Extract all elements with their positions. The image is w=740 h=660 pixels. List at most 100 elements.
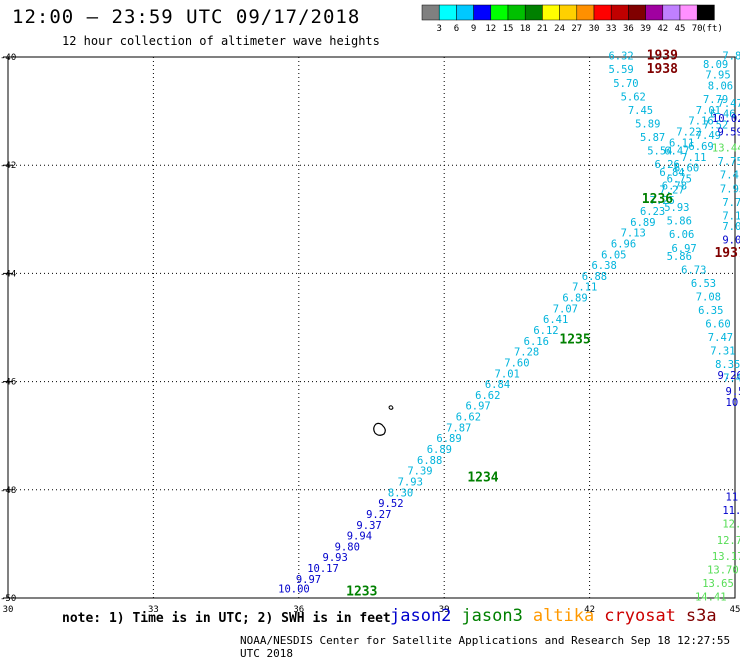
swh-value: 6.97	[671, 243, 696, 255]
swh-value: 7.01	[696, 105, 721, 117]
swh-value: 7.4	[723, 373, 740, 385]
swh-value: 7.93	[720, 183, 740, 195]
swh-value: 6.23	[640, 206, 665, 218]
color-scale-label: 9	[471, 24, 476, 34]
swh-value: 7.39	[407, 466, 432, 478]
color-swatch	[610, 4, 629, 21]
color-swatch	[507, 4, 526, 21]
color-swatch	[645, 4, 664, 21]
page-title: 12:00 – 23:59 UTC 09/17/2018	[12, 6, 361, 28]
x-tick-label: 42	[584, 605, 595, 615]
swh-value: 5.86	[667, 251, 692, 263]
swh-value: 9.02	[722, 235, 740, 247]
swh-value: 8.30	[388, 487, 413, 499]
island-outline	[373, 422, 386, 436]
swh-value: 5.59	[608, 64, 633, 76]
color-swatch	[421, 4, 440, 21]
x-tick-label: 45	[730, 605, 740, 615]
swh-value: 7.16	[688, 116, 713, 128]
time-label: 1236	[642, 192, 673, 207]
swh-value: 8.09	[703, 59, 728, 71]
swh-value: 8.35	[715, 359, 740, 371]
color-scale-label: 70	[692, 24, 703, 34]
swh-value: 7.52	[703, 119, 728, 131]
swh-value: 6.53	[691, 278, 716, 290]
swh-value: 6.75	[667, 174, 692, 186]
swh-value: 14.41	[695, 592, 727, 604]
swh-value: 6.35	[698, 305, 723, 317]
swh-value: 9.97	[296, 574, 321, 586]
swh-value: 7.60	[504, 357, 529, 369]
swh-value: 6.38	[591, 260, 616, 272]
swh-value: 8.06	[708, 80, 733, 92]
swh-value: 10.02	[712, 113, 740, 125]
color-swatch	[456, 4, 474, 21]
swh-value: 6.11	[669, 137, 694, 149]
swh-value: 7.84	[722, 51, 740, 63]
swh-value: 6.89	[562, 293, 587, 305]
swh-value: 6.41	[543, 314, 568, 326]
y-tick-label: -46	[0, 378, 16, 388]
swh-value: 7.45	[628, 105, 653, 117]
swh-value: 6.89	[427, 444, 452, 456]
time-label: 1233	[346, 584, 377, 599]
swh-value: 7.93	[398, 476, 423, 488]
x-tick-label: 39	[439, 605, 450, 615]
swh-value: 13.17	[712, 551, 740, 563]
color-scale-label: 36	[623, 24, 634, 34]
y-tick-label: -42	[0, 161, 16, 171]
time-label: 1937	[714, 246, 740, 261]
swh-value: 9.26	[718, 370, 740, 382]
swh-value: 7.28	[514, 347, 539, 359]
swh-value: 5.62	[621, 91, 646, 103]
swh-value: 7.95	[705, 70, 730, 82]
swh-value: 7.25	[650, 195, 675, 207]
swh-value: 13.65	[702, 578, 734, 590]
swh-value: 7.27	[659, 184, 684, 196]
page-subtitle: 12 hour collection of altimeter wave hei…	[62, 34, 380, 48]
swh-value: 7.49	[696, 130, 721, 142]
swh-value: 7.47	[718, 98, 740, 110]
axis-ticks: 30 33 36 39 42 45 -40 -42 -44 -46 -48 -50	[0, 53, 740, 615]
swh-value: 9.59	[718, 126, 740, 138]
color-scale-label: 30	[589, 24, 600, 34]
swh-value: 6.84	[659, 167, 684, 179]
y-tick-label: -48	[0, 486, 16, 496]
swh-value: 5.89	[635, 118, 660, 130]
color-scale-label: 39	[640, 24, 651, 34]
swh-value: 11.	[726, 492, 740, 504]
swh-value: 6.84	[485, 379, 510, 391]
satellite-legend: jason2 jason3 altika cryosat s3a	[390, 606, 727, 626]
credit-line: NOAA/NESDIS Center for Satellite Applica…	[240, 634, 731, 660]
color-swatch	[559, 4, 578, 21]
swh-value: 7.13	[621, 228, 646, 240]
swh-value: 7.41	[720, 170, 740, 182]
swh-value: 7.07	[553, 303, 578, 315]
color-scale-unit: (ft)	[701, 24, 723, 34]
swh-value: 13.70	[707, 565, 739, 577]
x-tick-label: 36	[293, 605, 304, 615]
legend-jason2: jason2	[390, 606, 452, 626]
swh-value: 6.88	[417, 455, 442, 467]
swh-value: 7.87	[446, 422, 471, 434]
legend-cryosat: cryosat	[604, 606, 676, 626]
swh-value: 6.06	[669, 229, 694, 241]
swh-value: 7.03	[722, 221, 740, 233]
swh-value: 5.93	[664, 202, 689, 214]
wave-height-values: 10.009.9710.179.939.809.949.379.279.528.…	[278, 51, 740, 604]
swh-value: 6.26	[654, 159, 679, 171]
color-swatch	[679, 4, 698, 21]
color-scale-label: 18	[520, 24, 531, 34]
swh-value: 6.60	[674, 163, 699, 175]
note-text: note: 1) Time is in UTC; 2) SWH is in fe…	[62, 611, 391, 626]
swh-value: 6.32	[608, 51, 633, 63]
color-scale-label: 42	[657, 24, 668, 34]
swh-value: 6.62	[456, 412, 481, 424]
color-scale-label: 27	[571, 24, 582, 34]
map-frame	[7, 56, 736, 599]
color-scale-label: 6	[454, 24, 459, 34]
legend-s3a: s3a	[685, 606, 717, 626]
color-swatch	[438, 4, 457, 21]
time-label: 1234	[467, 471, 498, 486]
